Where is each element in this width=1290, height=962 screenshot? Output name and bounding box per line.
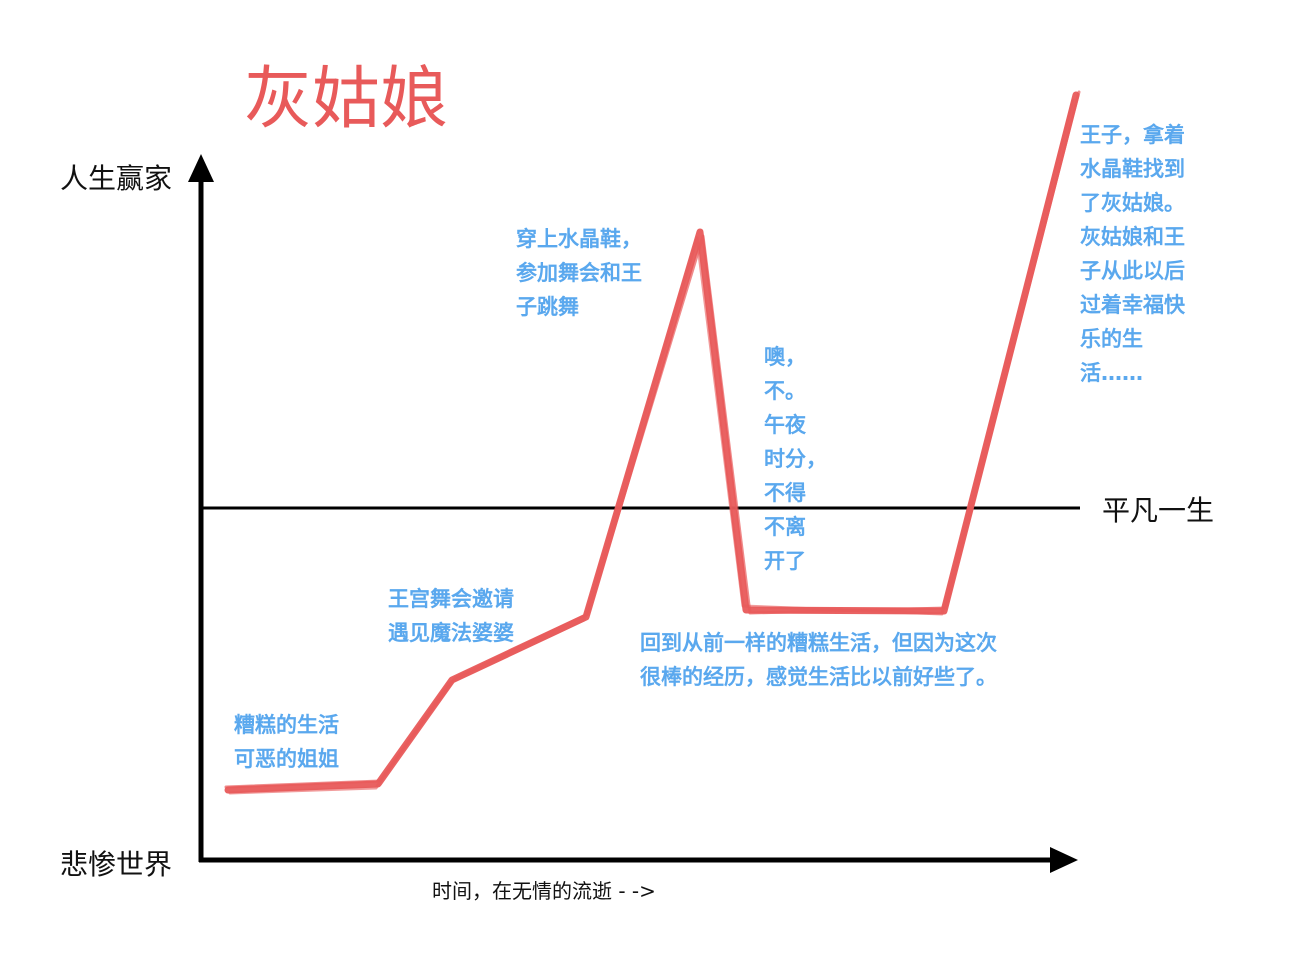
annotation-peak-line-2: 参加舞会和王	[516, 261, 642, 285]
story-curve	[224, 90, 1081, 795]
annotation-peak-line-1: 穿上水晶鞋，	[516, 227, 642, 251]
annotation-ending-line-7: 乐的生	[1080, 327, 1143, 351]
annotation-ending-line-3: 了灰姑娘。	[1080, 191, 1185, 215]
axes	[188, 154, 1080, 873]
annotation-ending-line-8: 活……	[1080, 361, 1143, 385]
annotation-ending-line-5: 子从此以后	[1080, 259, 1185, 283]
annotation-ending-line-2: 水晶鞋找到	[1080, 157, 1185, 181]
annotation-ending: 王子，拿着 水晶鞋找到 了灰姑娘。 灰姑娘和王 子从此以后 过着幸福快 乐的生 …	[1080, 123, 1192, 385]
annotation-peak-line-3: 子跳舞	[516, 295, 579, 319]
diagram-title: 灰姑娘	[244, 60, 448, 139]
x-axis-label: 时间，在无情的流逝 - ->	[432, 879, 656, 903]
annotation-midnight-line-7: 开了	[764, 549, 806, 573]
annotation-peak: 穿上水晶鞋， 参加舞会和王 子跳舞	[516, 227, 649, 319]
annotation-plateau: 回到从前一样的糟糕生活，但因为这次 很棒的经历，感觉生活比以前好些了。	[640, 631, 1004, 689]
y-axis-top-label: 人生赢家	[60, 162, 172, 195]
annotation-invitation-line-2: 遇见魔法婆婆	[388, 621, 514, 645]
annotation-start-line-2: 可恶的姐姐	[234, 747, 339, 771]
annotation-invitation: 王宫舞会邀请 遇见魔法婆婆	[388, 587, 521, 645]
annotation-midnight-line-2: 不。	[764, 379, 806, 403]
annotation-ending-line-6: 过着幸福快	[1080, 293, 1186, 317]
baseline-label: 平凡一生	[1102, 494, 1214, 527]
annotation-midnight-line-6: 不离	[764, 515, 806, 539]
y-axis-bottom-label: 悲惨世界	[60, 848, 172, 881]
annotation-midnight-line-5: 不得	[764, 481, 806, 505]
annotation-midnight-line-4: 时分，	[764, 447, 827, 471]
annotation-plateau-line-1: 回到从前一样的糟糕生活，但因为这次	[640, 631, 997, 655]
annotation-start-line-1: 糟糕的生活	[234, 713, 339, 737]
annotation-invitation-line-1: 王宫舞会邀请	[388, 587, 514, 611]
annotation-ending-line-1: 王子，拿着	[1080, 123, 1185, 147]
story-curve-sketch-stroke-b	[228, 98, 1075, 795]
annotation-midnight-line-3: 午夜	[764, 413, 807, 437]
annotation-midnight: 噢， 不。 午夜 时分， 不得 不离 开了	[764, 345, 834, 573]
annotation-start: 糟糕的生活 可恶的姐姐	[234, 713, 346, 771]
annotation-plateau-line-2: 很棒的经历，感觉生活比以前好些了。	[640, 665, 997, 689]
annotation-midnight-line-1: 噢，	[764, 345, 806, 369]
x-axis-arrowhead	[1050, 847, 1078, 873]
y-axis-arrowhead	[188, 154, 214, 182]
annotation-ending-line-4: 灰姑娘和王	[1080, 225, 1185, 249]
